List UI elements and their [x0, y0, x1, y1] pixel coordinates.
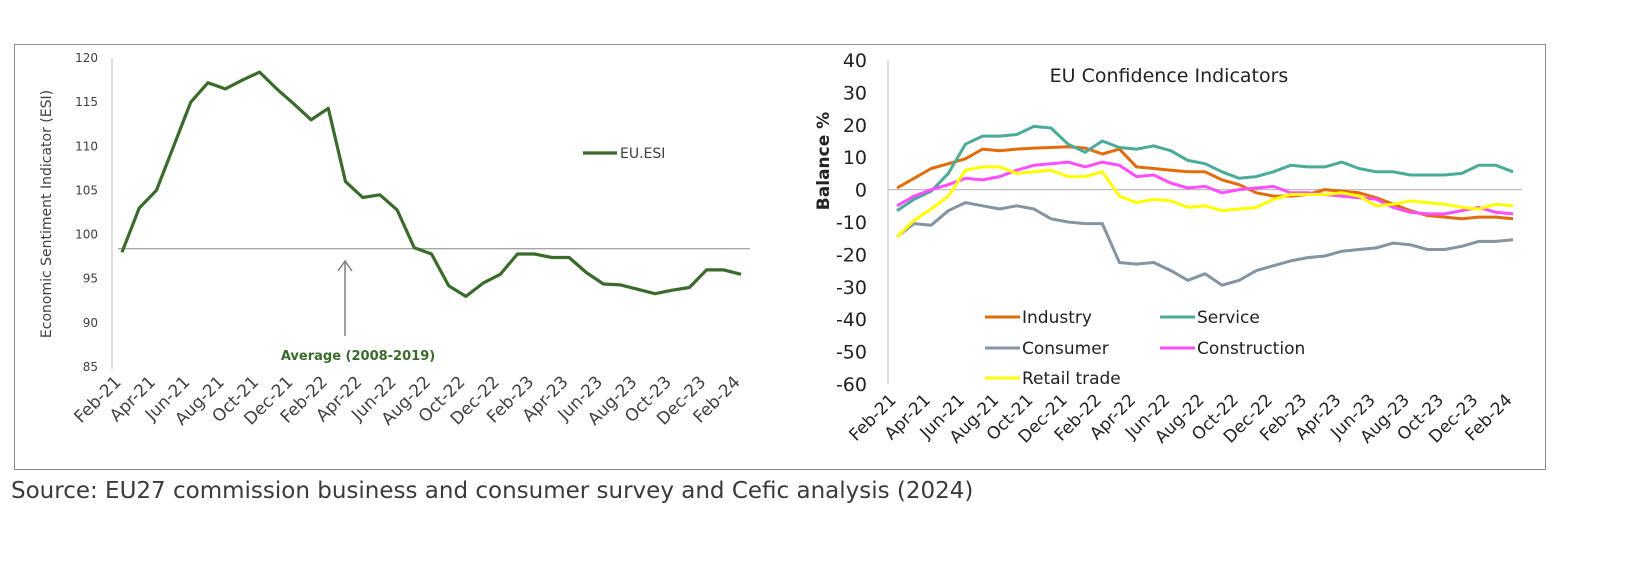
conf-y-axis-title: Balance %	[814, 112, 834, 210]
esi-y-tick-label: 95	[83, 272, 98, 286]
conf-legend: Industry Service Consumer Construction Retai…	[985, 308, 1305, 389]
esi-legend: EU.ESI	[583, 146, 665, 162]
conf-y-tick-label: -40	[836, 309, 867, 331]
esi-legend-label: EU.ESI	[620, 146, 665, 162]
conf-y-tick-label: 10	[843, 147, 867, 169]
confidence-chart: -60 -50 -40 -30 -20 -10 0 10 20 30 40 Feb-21Apr-21…	[814, 50, 1522, 448]
conf-series-industry	[896, 145, 1514, 221]
esi-average-label: Average (2008-2019)	[281, 349, 435, 364]
conf-legend-item-service: Service	[1160, 308, 1260, 328]
conf-series-retail-trade	[895, 165, 1514, 238]
conf-chart-title: EU Confidence Indicators	[1050, 65, 1289, 87]
conf-legend-item-consumer: Consumer	[985, 339, 1109, 359]
esi-y-ticks: 85 90 95 100 105 110 115 120	[75, 51, 98, 374]
esi-x-ticks: Feb-21Apr-21Jun-21Aug-21Oct-21Dec-21Feb-…	[70, 372, 744, 429]
figure-frame	[14, 44, 1546, 470]
conf-legend-label: Retail trade	[1022, 369, 1121, 389]
conf-series-service	[896, 124, 1514, 212]
source-note: Source: EU27 commission business and con…	[11, 478, 974, 504]
esi-y-tick-label: 110	[75, 139, 98, 153]
esi-series-line	[120, 70, 742, 298]
conf-series-construction	[896, 160, 1514, 216]
esi-y-tick-label: 120	[75, 51, 98, 65]
esi-y-tick-label: 90	[83, 316, 98, 330]
conf-legend-label: Industry	[1022, 308, 1092, 328]
conf-y-tick-label: -30	[836, 277, 867, 299]
conf-y-tick-label: -50	[836, 342, 867, 364]
conf-legend-label: Service	[1197, 308, 1260, 328]
conf-x-ticks: Feb-21Apr-21Jun-21Aug-21Oct-21Dec-21Feb-…	[845, 390, 1516, 447]
esi-average-arrow	[337, 259, 353, 336]
conf-series-lines	[895, 124, 1514, 287]
conf-y-tick-label: -20	[836, 244, 867, 266]
conf-y-ticks: -60 -50 -40 -30 -20 -10 0 10 20 30 40	[836, 50, 867, 396]
esi-y-axis-title: Economic Sentiment Indicator (ESI)	[39, 90, 55, 338]
conf-legend-label: Consumer	[1022, 339, 1109, 359]
conf-legend-item-industry: Industry	[985, 308, 1092, 328]
conf-y-tick-label: 40	[843, 50, 867, 72]
conf-legend-label: Construction	[1197, 339, 1305, 359]
conf-legend-item-retail-trade: Retail trade	[985, 369, 1121, 389]
esi-y-tick-label: 105	[75, 183, 98, 197]
conf-y-tick-label: 0	[855, 180, 867, 202]
conf-legend-item-construction: Construction	[1160, 339, 1305, 359]
conf-series-consumer	[896, 201, 1514, 287]
esi-y-tick-label: 115	[75, 95, 98, 109]
conf-y-tick-label: -60	[836, 374, 867, 396]
conf-y-tick-label: 30	[843, 82, 867, 104]
esi-chart: 85 90 95 100 105 110 115 120 Feb-21Apr-21Jun-21…	[39, 51, 750, 430]
conf-y-tick-label: 20	[843, 115, 867, 137]
esi-y-tick-label: 100	[75, 228, 98, 242]
esi-y-tick-label: 85	[83, 360, 98, 374]
conf-y-tick-label: -10	[836, 212, 867, 234]
